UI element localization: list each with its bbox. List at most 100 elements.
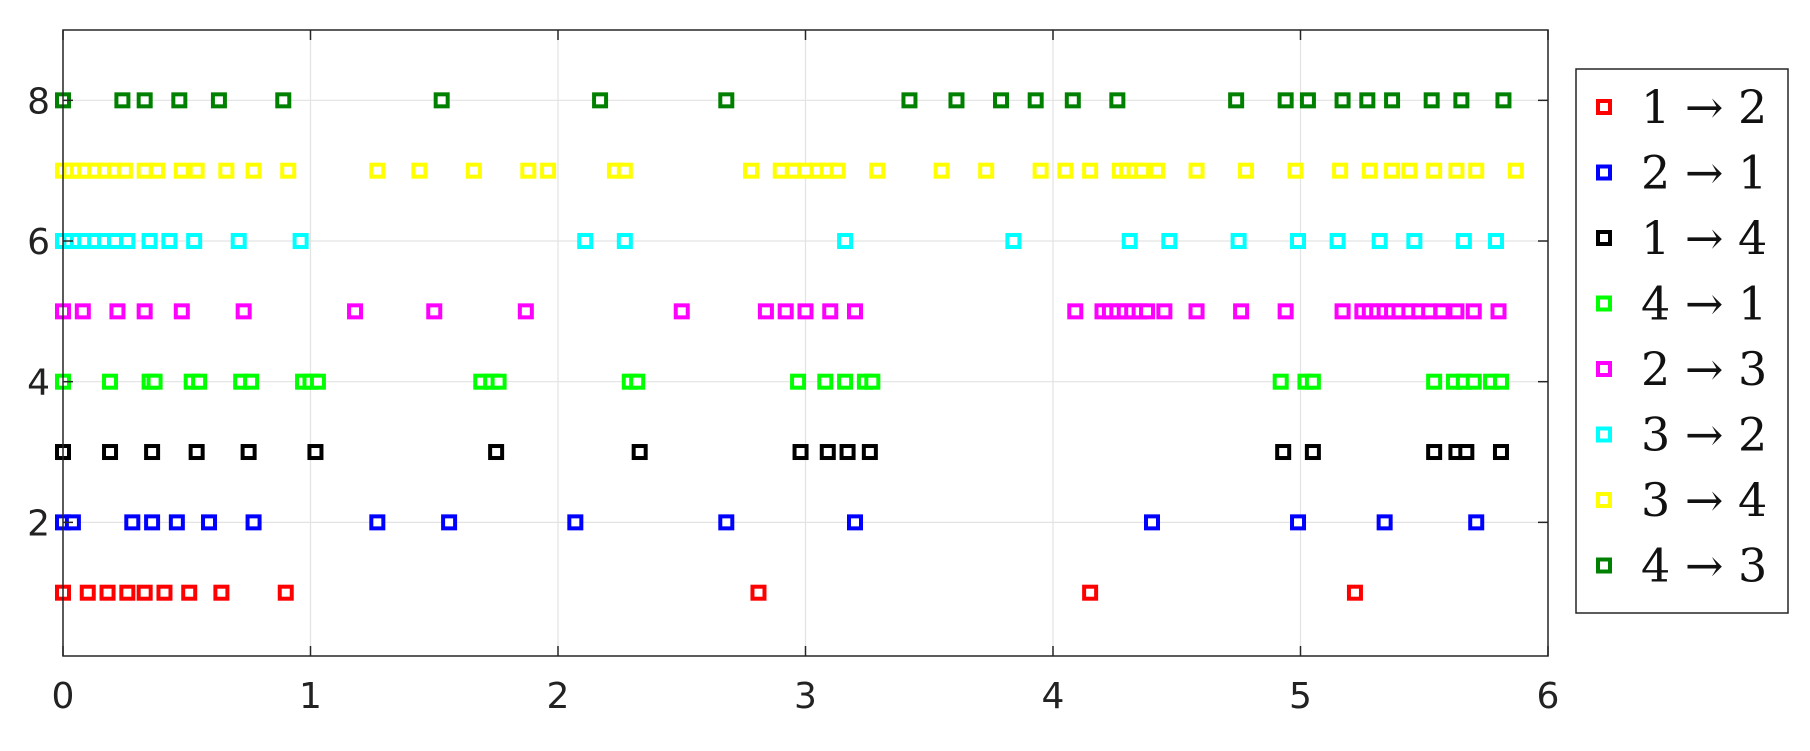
data-point bbox=[119, 584, 136, 601]
data-point bbox=[124, 514, 141, 531]
data-point bbox=[347, 303, 364, 320]
data-point bbox=[1188, 162, 1205, 179]
data-point bbox=[119, 233, 136, 250]
data-point bbox=[757, 303, 774, 320]
data-point bbox=[792, 444, 809, 461]
data-point bbox=[1139, 303, 1156, 320]
axis-ticks: 0 1 2 3 4 5 6 2 4 6 8 bbox=[27, 30, 1559, 717]
data-point bbox=[74, 303, 91, 320]
legend-marker bbox=[1596, 295, 1612, 312]
data-point bbox=[861, 444, 878, 461]
data-point bbox=[520, 162, 537, 179]
data-point bbox=[837, 373, 854, 390]
data-point bbox=[173, 162, 190, 179]
data-point bbox=[1082, 162, 1099, 179]
data-point bbox=[79, 584, 96, 601]
data-point bbox=[136, 303, 153, 320]
data-point bbox=[243, 373, 260, 390]
y-tick-label: 2 bbox=[27, 503, 50, 544]
series-5 bbox=[55, 303, 1507, 320]
data-point bbox=[629, 373, 646, 390]
data-point bbox=[743, 162, 760, 179]
data-point bbox=[210, 92, 227, 109]
data-point bbox=[1334, 303, 1351, 320]
legend-label: 2 → 3 bbox=[1641, 342, 1767, 396]
legend-marker bbox=[1596, 557, 1612, 574]
data-point bbox=[1304, 373, 1321, 390]
legend-label: 3 → 4 bbox=[1641, 473, 1767, 527]
x-tick-label: 6 bbox=[1537, 676, 1560, 717]
data-point bbox=[369, 162, 386, 179]
y-tick-label: 8 bbox=[27, 81, 50, 122]
data-point bbox=[772, 162, 789, 179]
data-point bbox=[114, 92, 131, 109]
data-point bbox=[1156, 303, 1173, 320]
series-8 bbox=[55, 92, 1512, 109]
data-point bbox=[933, 162, 950, 179]
data-point bbox=[1406, 233, 1423, 250]
data-point bbox=[292, 233, 309, 250]
data-point bbox=[616, 233, 633, 250]
data-point bbox=[173, 303, 190, 320]
data-point bbox=[750, 584, 767, 601]
data-point bbox=[136, 584, 153, 601]
data-point bbox=[948, 92, 965, 109]
data-point bbox=[577, 233, 594, 250]
data-point bbox=[718, 514, 735, 531]
data-point bbox=[785, 162, 802, 179]
data-point bbox=[1426, 162, 1443, 179]
data-point bbox=[829, 162, 846, 179]
data-point bbox=[540, 162, 557, 179]
data-point bbox=[1507, 162, 1524, 179]
series-4 bbox=[55, 373, 1509, 390]
data-point bbox=[490, 373, 507, 390]
data-point bbox=[1005, 233, 1022, 250]
legend-label: 4 → 1 bbox=[1641, 277, 1767, 331]
data-point bbox=[1032, 162, 1049, 179]
data-point bbox=[426, 303, 443, 320]
series-markers bbox=[55, 92, 1524, 601]
data-point bbox=[993, 92, 1010, 109]
data-point bbox=[277, 584, 294, 601]
data-point bbox=[1277, 303, 1294, 320]
data-point bbox=[822, 303, 839, 320]
data-point bbox=[146, 373, 163, 390]
data-point bbox=[790, 373, 807, 390]
data-point bbox=[1238, 162, 1255, 179]
data-point bbox=[517, 303, 534, 320]
data-point bbox=[1277, 92, 1294, 109]
data-point bbox=[136, 92, 153, 109]
legend-marker bbox=[1596, 99, 1612, 115]
series-3 bbox=[55, 444, 1509, 461]
data-point bbox=[1082, 584, 1099, 601]
data-point bbox=[102, 373, 119, 390]
data-point bbox=[369, 514, 386, 531]
legend-label: 2 → 1 bbox=[1641, 146, 1767, 200]
data-point bbox=[213, 584, 230, 601]
data-point bbox=[275, 92, 292, 109]
legend-marker bbox=[1596, 230, 1612, 246]
data-point bbox=[136, 162, 153, 179]
data-point bbox=[777, 303, 794, 320]
x-tick-label: 3 bbox=[794, 676, 817, 717]
data-point bbox=[191, 373, 208, 390]
data-point bbox=[1453, 92, 1470, 109]
x-tick-label: 0 bbox=[52, 676, 75, 717]
data-point bbox=[1488, 233, 1505, 250]
data-point bbox=[1290, 233, 1307, 250]
data-point bbox=[1492, 444, 1509, 461]
data-point bbox=[1188, 303, 1205, 320]
data-point bbox=[1359, 92, 1376, 109]
data-point bbox=[240, 444, 257, 461]
data-point bbox=[1465, 373, 1482, 390]
legend-marker bbox=[1596, 361, 1612, 377]
data-point bbox=[161, 233, 178, 250]
data-point bbox=[1228, 92, 1245, 109]
data-point bbox=[1371, 233, 1388, 250]
data-point bbox=[1134, 162, 1151, 179]
series-2 bbox=[55, 514, 1485, 531]
data-point bbox=[188, 162, 205, 179]
data-point bbox=[1401, 162, 1418, 179]
data-point bbox=[1426, 373, 1443, 390]
data-point bbox=[978, 162, 995, 179]
